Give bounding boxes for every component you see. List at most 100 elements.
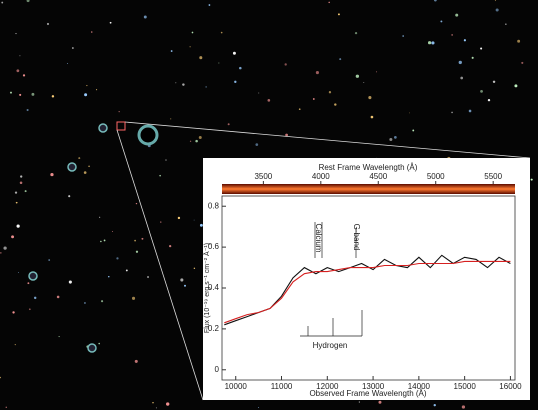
star xyxy=(134,240,136,242)
star xyxy=(329,91,331,93)
star xyxy=(100,241,101,242)
star xyxy=(98,343,100,345)
star xyxy=(517,40,520,43)
star xyxy=(96,89,97,90)
star xyxy=(255,143,258,146)
star xyxy=(12,311,14,313)
galaxy xyxy=(29,272,37,280)
star xyxy=(78,157,80,159)
star xyxy=(356,75,359,78)
star xyxy=(141,238,143,240)
star xyxy=(371,116,374,119)
y-tick-label: 0.6 xyxy=(208,242,220,251)
star xyxy=(434,404,436,406)
star xyxy=(228,123,230,125)
star xyxy=(91,31,93,33)
star xyxy=(27,109,29,111)
star xyxy=(48,259,50,261)
star xyxy=(208,4,210,6)
y-tick-label: 0.8 xyxy=(208,201,220,210)
star xyxy=(469,110,472,113)
x-tick-label: 16000 xyxy=(499,382,522,391)
star xyxy=(29,308,31,310)
star xyxy=(3,246,6,249)
galaxy xyxy=(68,163,76,171)
top-tick-label: 5500 xyxy=(484,172,502,181)
star xyxy=(412,130,414,132)
star xyxy=(221,32,223,34)
star xyxy=(355,32,357,34)
y-tick-label: 0 xyxy=(215,365,220,374)
star xyxy=(84,302,86,304)
star xyxy=(110,22,112,24)
star xyxy=(84,171,87,174)
star xyxy=(514,84,517,87)
star xyxy=(462,405,465,408)
star xyxy=(27,282,29,284)
spectrum-strip xyxy=(222,184,515,194)
star xyxy=(451,112,453,114)
star xyxy=(20,182,23,185)
x-tick-label: 10000 xyxy=(225,382,248,391)
star xyxy=(47,23,49,25)
star xyxy=(258,407,259,408)
star xyxy=(376,71,377,72)
star xyxy=(16,69,19,72)
star xyxy=(15,344,16,345)
top-axis-title: Rest Frame Wavelength (Å) xyxy=(319,163,418,172)
star xyxy=(175,82,176,83)
y-tick-label: 0.4 xyxy=(208,283,220,292)
star xyxy=(104,240,106,242)
star xyxy=(389,138,392,141)
star xyxy=(88,166,90,168)
top-tick-label: 5000 xyxy=(427,172,445,181)
star xyxy=(11,235,14,238)
star xyxy=(69,280,72,283)
star xyxy=(378,401,381,404)
star xyxy=(20,175,22,177)
star xyxy=(334,103,336,105)
star xyxy=(17,225,20,228)
star xyxy=(239,67,242,70)
star xyxy=(194,220,195,221)
star xyxy=(363,82,364,83)
star xyxy=(34,297,36,299)
star xyxy=(409,113,410,114)
star xyxy=(488,99,490,101)
star xyxy=(112,231,113,232)
star xyxy=(190,141,191,142)
star xyxy=(258,92,259,93)
star xyxy=(166,402,169,405)
star xyxy=(233,52,236,55)
x-tick-label: 12000 xyxy=(316,382,339,391)
star xyxy=(359,401,360,402)
star xyxy=(159,175,161,177)
star xyxy=(313,98,315,100)
star xyxy=(428,41,431,44)
star xyxy=(25,190,27,192)
star xyxy=(459,61,462,64)
star xyxy=(59,336,60,337)
star xyxy=(328,2,330,4)
star xyxy=(199,56,202,59)
star xyxy=(338,13,340,15)
star xyxy=(496,8,499,11)
star xyxy=(18,272,19,273)
star xyxy=(86,85,87,86)
top-tick-label: 3500 xyxy=(254,172,272,181)
star xyxy=(480,47,482,49)
star xyxy=(170,118,171,119)
star xyxy=(10,92,12,94)
star xyxy=(23,74,25,76)
star xyxy=(460,77,463,80)
star xyxy=(431,41,434,44)
star xyxy=(178,217,180,219)
galaxy xyxy=(99,124,107,132)
star xyxy=(136,251,138,253)
deep-field-figure: Rest Frame Wavelength (Å)Observed Frame … xyxy=(0,0,538,410)
star xyxy=(180,278,183,281)
star xyxy=(206,86,207,87)
star xyxy=(50,173,53,176)
star xyxy=(15,33,16,34)
star xyxy=(195,140,198,143)
